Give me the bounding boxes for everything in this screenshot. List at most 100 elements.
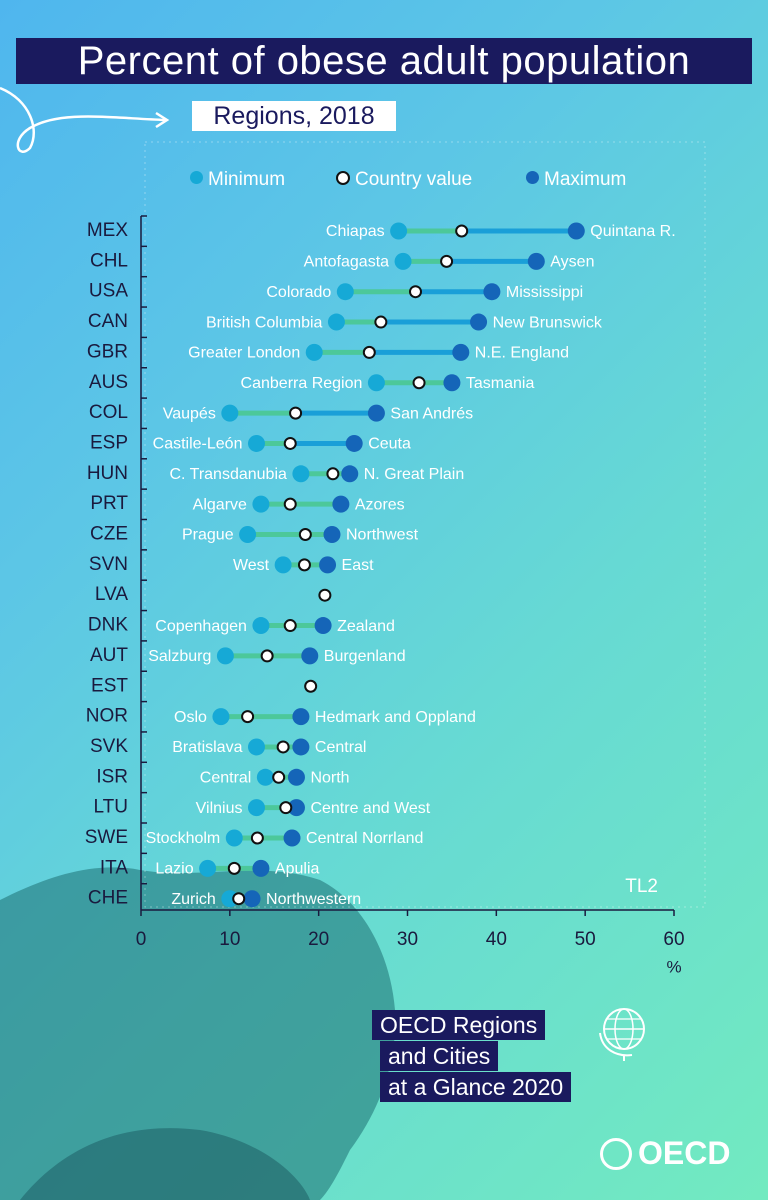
minimum-dot [292, 465, 310, 483]
minimum-dot [256, 768, 274, 786]
oecd-logo-text: OECD [638, 1135, 731, 1171]
maximum-dot [452, 343, 470, 361]
maximum-dot [341, 465, 359, 483]
minimum-dot [252, 495, 270, 513]
maximum-dot [470, 313, 488, 331]
minimum-dot [390, 222, 408, 240]
maximum-dot [287, 799, 305, 817]
country-label: HUN [87, 463, 128, 484]
minimum-region-label: Bratislava [172, 739, 242, 756]
country-value-dot [298, 528, 312, 541]
maximum-region-label: Mississippi [506, 284, 583, 301]
x-tick-label: 0 [136, 929, 147, 950]
country-label: CHL [90, 250, 128, 271]
minimum-region-label: Vilnius [196, 800, 243, 817]
x-tick-label: 60 [663, 929, 684, 950]
maximum-dot [301, 647, 319, 665]
country-value-dot [283, 619, 297, 633]
minimum-dot [239, 526, 257, 543]
country-value-dot [440, 254, 454, 268]
legend-country-dot [336, 170, 350, 185]
chart-annotation: TL2 [625, 876, 658, 897]
minimum-dot [367, 374, 385, 392]
maximum-dot [319, 556, 337, 574]
country-label: AUT [90, 645, 128, 666]
country-label: ESP [90, 432, 128, 453]
country-value-dot [318, 588, 332, 602]
maximum-dot [283, 829, 301, 847]
legend-maximum-label: Maximum [544, 169, 627, 190]
maximum-region-label: Quintana R. [590, 223, 675, 240]
country-label: DNK [88, 615, 128, 636]
maximum-dot [443, 374, 461, 392]
minimum-region-label: West [233, 557, 270, 574]
minimum-dot [394, 252, 412, 270]
country-label: NOR [86, 706, 128, 727]
maximum-region-label: North [310, 770, 349, 787]
maximum-region-label: Central [315, 739, 367, 756]
maximum-region-label: Centre and West [310, 800, 430, 817]
maximum-region-label: Northwestern [266, 891, 361, 908]
x-tick-label: 40 [486, 929, 507, 950]
page-subtitle: Regions, 2018 [192, 101, 396, 131]
country-value-dot [232, 892, 246, 906]
minimum-region-label: Central [200, 770, 252, 787]
country-value-dot [304, 679, 318, 693]
country-value-dot [408, 285, 422, 299]
legend-minimum-label: Minimum [208, 169, 286, 190]
minimum-region-label: Copenhagen [155, 618, 247, 635]
minimum-region-label: British Columbia [206, 314, 323, 331]
country-label: LTU [94, 797, 128, 818]
legend-minimum: Minimum [190, 167, 285, 193]
maximum-region-label: Hedmark and Oppland [315, 709, 476, 726]
minimum-dot [274, 556, 292, 574]
minimum-region-label: Chiapas [326, 223, 385, 240]
maximum-region-label: Central Norrland [306, 830, 423, 847]
country-label: CHE [88, 888, 128, 909]
brand-line-1: OECD Regions [372, 1010, 546, 1040]
maximum-region-label: Ceuta [368, 436, 411, 453]
country-label: MEX [87, 220, 129, 241]
country-label: CZE [90, 524, 128, 545]
country-value-dot [276, 740, 290, 754]
globe-icon [599, 1008, 645, 1061]
country-value-dot [250, 831, 264, 845]
maximum-region-label: N.E. England [475, 345, 569, 362]
minimum-region-label: Canberra Region [241, 375, 363, 392]
minimum-dot [199, 859, 217, 877]
country-value-dot [227, 861, 241, 875]
x-axis-unit: % [666, 957, 681, 976]
maximum-dot [292, 708, 310, 726]
legend-maximum: Maximum [526, 167, 626, 193]
country-label: SVK [90, 736, 128, 757]
minimum-region-label: Zurich [171, 891, 215, 908]
minimum-region-label: Colorado [266, 284, 331, 301]
legend-country-value: Country value [336, 167, 472, 193]
minimum-dot [336, 283, 354, 301]
legend-minimum-dot [190, 171, 203, 185]
minimum-region-label: Prague [182, 527, 234, 544]
maximum-dot [252, 859, 270, 877]
maximum-region-label: Aysen [550, 254, 594, 271]
maximum-dot [527, 252, 545, 270]
minimum-region-label: Castile-León [153, 436, 243, 453]
country-label: LVA [95, 584, 128, 605]
minimum-region-label: Antofagasta [304, 254, 390, 271]
minimum-dot [252, 617, 270, 635]
maximum-region-label: East [342, 557, 375, 574]
minimum-dot [327, 313, 345, 331]
country-value-dot [362, 345, 376, 359]
brand-line-2: and Cities [380, 1041, 499, 1071]
country-label: PRT [90, 493, 128, 514]
country-label: SVN [89, 554, 128, 575]
maximum-region-label: Azores [355, 496, 405, 513]
minimum-region-label: Oslo [174, 709, 207, 726]
maximum-dot [287, 768, 305, 786]
country-label: COL [89, 402, 128, 423]
country-label: ITA [100, 857, 128, 878]
oecd-logo-icon [600, 1137, 632, 1170]
minimum-dot [247, 738, 265, 756]
country-value-dot [279, 801, 293, 815]
